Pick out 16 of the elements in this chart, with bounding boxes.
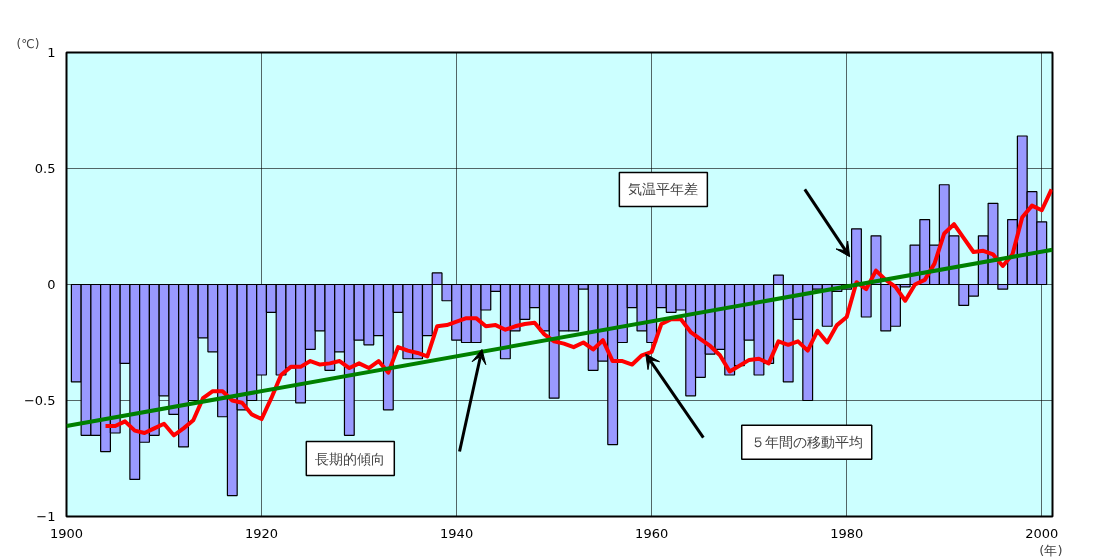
y-axis-title: (℃)	[16, 36, 40, 51]
y-tick-label: −1	[36, 509, 56, 524]
x-tick-label: 2000	[1025, 525, 1059, 541]
y-tick-label: 1	[47, 45, 56, 60]
x-tick-label: 1900	[49, 525, 84, 541]
y-tick-label: −0.5	[23, 393, 56, 408]
annotation: 長期的傾向	[315, 450, 386, 467]
annotation: ５年間の移動平均	[750, 434, 863, 451]
x-tick-label: 1940	[440, 525, 474, 541]
x-axis-title: (年)	[1039, 542, 1063, 557]
x-tick-label: 1960	[635, 525, 669, 541]
x-tick-label: 1980	[830, 525, 864, 541]
y-tick-label: 0	[47, 277, 56, 292]
annotation: 気温平年差	[628, 181, 699, 198]
y-tick-label: 0.5	[34, 161, 56, 176]
x-tick-label: 1920	[245, 525, 279, 541]
